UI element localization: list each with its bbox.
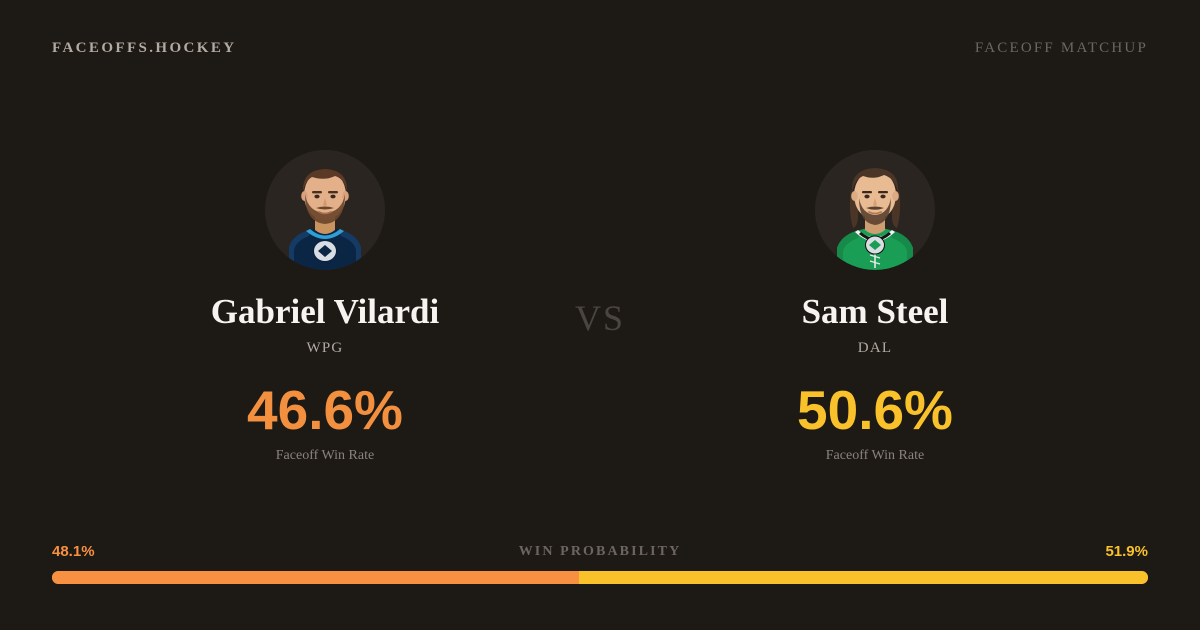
- player-name-right: Sam Steel: [801, 292, 949, 331]
- player-headshot-left-icon: [265, 150, 385, 270]
- header-eyebrow: FACEOFF MATCHUP: [974, 39, 1148, 56]
- win-probability-title: WIN PROBABILITY: [518, 543, 682, 559]
- win-probability-bar-left-segment: [52, 571, 580, 584]
- win-probability-right-pct: 51.9%: [1105, 543, 1148, 560]
- header: FACEOFFS.HOCKEY FACEOFF MATCHUP: [0, 0, 1200, 96]
- player-stat-label-right: Faceoff Win Rate: [825, 447, 925, 463]
- player-team-left: WPG: [306, 339, 344, 356]
- win-probability-section: 48.1% WIN PROBABILITY 51.9%: [52, 543, 1148, 584]
- avatar-player-right: [815, 150, 935, 270]
- win-probability-labels: 48.1% WIN PROBABILITY 51.9%: [52, 543, 1148, 560]
- site-brand: FACEOFFS.HOCKEY: [52, 39, 237, 56]
- win-probability-left-pct: 48.1%: [52, 543, 95, 560]
- player-name-left: Gabriel Vilardi: [210, 292, 440, 331]
- avatar-player-left: [265, 150, 385, 270]
- matchup-section: Gabriel Vilardi WPG 46.6% Faceoff Win Ra…: [0, 150, 1200, 464]
- win-probability-bar: [52, 571, 1148, 584]
- vs-divider: VS: [574, 298, 626, 338]
- player-headshot-right-icon: [815, 150, 935, 270]
- player-faceoff-pct-left: 46.6%: [247, 378, 403, 441]
- win-probability-bar-right-segment: [579, 571, 1148, 584]
- player-card-left[interactable]: Gabriel Vilardi WPG 46.6% Faceoff Win Ra…: [115, 150, 535, 464]
- player-faceoff-pct-right: 50.6%: [797, 378, 953, 441]
- player-stat-label-left: Faceoff Win Rate: [275, 447, 375, 463]
- player-team-right: DAL: [857, 339, 893, 356]
- player-card-right[interactable]: Sam Steel DAL 50.6% Faceoff Win Rate: [665, 150, 1085, 464]
